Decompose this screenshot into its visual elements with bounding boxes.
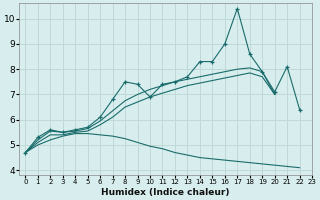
X-axis label: Humidex (Indice chaleur): Humidex (Indice chaleur) xyxy=(101,188,230,197)
